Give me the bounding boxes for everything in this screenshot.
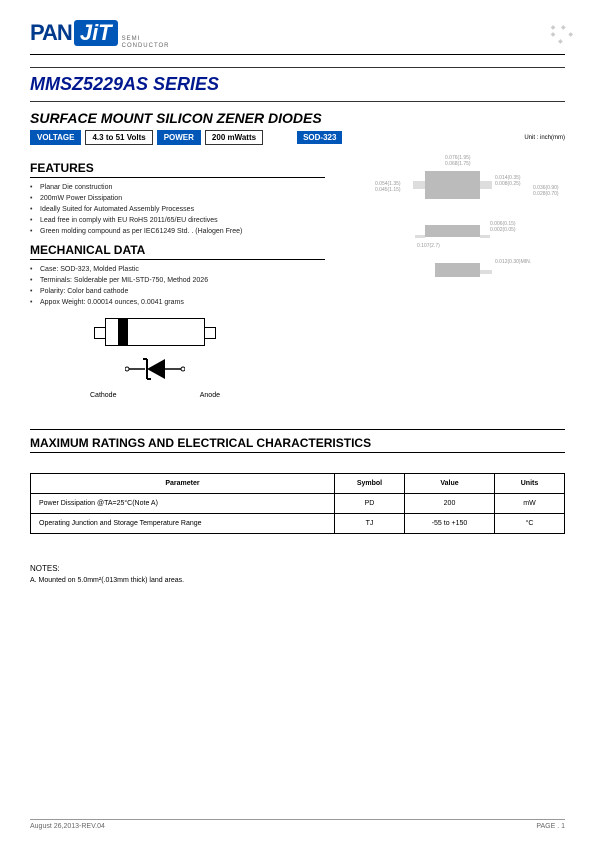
table-row: Power Dissipation @TA=25°C(Note A) PD 20… <box>31 494 565 514</box>
dim-label: 0.068(1.75) <box>445 161 471 167</box>
cell-value: 200 <box>405 494 495 514</box>
features-list: Planar Die construction 200mW Power Diss… <box>30 184 325 235</box>
page-footer: August 26,2013-REV.04 PAGE . 1 <box>30 819 565 830</box>
feature-item: Green molding compound as per IEC61249 S… <box>30 228 325 235</box>
feature-item: Ideally Suited for Automated Assembly Pr… <box>30 206 325 213</box>
col-units: Units <box>495 474 565 494</box>
unit-note: Unit : inch(mm) <box>524 135 565 141</box>
ratings-table: Parameter Symbol Value Units Power Dissi… <box>30 473 565 534</box>
package-chip: SOD-323 <box>297 131 342 144</box>
dim-label: 0.028(0.70) <box>533 191 559 197</box>
mechanical-item: Terminals: Solderable per MIL-STD-750, M… <box>30 277 325 284</box>
zener-schematic-icon <box>125 354 185 384</box>
pkg-side-body <box>425 225 480 237</box>
pkg-top-lead <box>480 181 492 189</box>
dim-label: 0.012(0.30)MIN. <box>495 259 531 265</box>
lead-left <box>94 327 106 339</box>
ratings-heading: MAXIMUM RATINGS AND ELECTRICAL CHARACTER… <box>30 429 565 453</box>
cathode-label: Cathode <box>90 392 116 399</box>
features-heading: FEATURES <box>30 161 325 178</box>
logo-pan: PAN <box>30 20 72 46</box>
footer-page: PAGE . 1 <box>536 823 565 830</box>
pkg-bottom-body <box>435 263 480 277</box>
dim-label: 0.045(1.15) <box>375 187 401 193</box>
mechanical-heading: MECHANICAL DATA <box>30 243 325 260</box>
voltage-value: 4.3 to 51 Volts <box>85 130 152 145</box>
dim-label: 0.002(0.05) <box>490 227 516 233</box>
pkg-bottom-lead <box>480 270 492 274</box>
pkg-side-lead <box>415 235 425 238</box>
subtitle: SURFACE MOUNT SILICON ZENER DIODES <box>30 110 565 126</box>
pkg-top-body <box>425 171 480 199</box>
notes-section: NOTES: A. Mounted on 5.0mm²(.013mm thick… <box>30 564 565 584</box>
pin-labels: Cathode Anode <box>90 392 220 399</box>
mechanical-item: Polarity: Color band cathode <box>30 288 325 295</box>
logo-subtitle: SEMI CONDUCTOR <box>122 36 170 50</box>
spec-row: VOLTAGE 4.3 to 51 Volts POWER 200 mWatts… <box>30 130 565 145</box>
cell-units: °C <box>495 514 565 534</box>
package-diagram: 0.076(1.95) 0.068(1.75) 0.054(1.35) 0.04… <box>345 153 565 303</box>
feature-item: Lead free in comply with EU RoHS 2011/65… <box>30 217 325 224</box>
anode-label: Anode <box>200 392 220 399</box>
cathode-band <box>118 319 128 345</box>
brand-logo: PAN JiT SEMI CONDUCTOR <box>30 20 565 50</box>
decorative-dots: ◆ ◆◆ ◆ ◆ <box>551 25 575 47</box>
table-row: Operating Junction and Storage Temperatu… <box>31 514 565 534</box>
pkg-top-lead <box>413 181 425 189</box>
mechanical-list: Case: SOD-323, Molded Plastic Terminals:… <box>30 266 325 306</box>
cell-value: -55 to +150 <box>405 514 495 534</box>
cell-units: mW <box>495 494 565 514</box>
feature-item: 200mW Power Dissipation <box>30 195 325 202</box>
smd-outline <box>105 318 205 346</box>
mechanical-item: Appox Weight: 0.00014 ounces, 0.0041 gra… <box>30 299 325 306</box>
logo-jit: JiT <box>74 20 118 46</box>
col-parameter: Parameter <box>31 474 335 494</box>
feature-item: Planar Die construction <box>30 184 325 191</box>
power-chip: POWER <box>157 130 201 145</box>
note-a: A. Mounted on 5.0mm²(.013mm thick) land … <box>30 577 565 584</box>
col-symbol: Symbol <box>335 474 405 494</box>
series-title: MMSZ5229AS SERIES <box>30 67 565 102</box>
footer-date: August 26,2013-REV.04 <box>30 823 105 830</box>
component-symbol: Cathode Anode <box>90 318 220 399</box>
cell-symbol: TJ <box>335 514 405 534</box>
pkg-side-lead <box>480 235 490 238</box>
dim-label: 0.008(0.25) <box>495 181 521 187</box>
col-value: Value <box>405 474 495 494</box>
mechanical-item: Case: SOD-323, Molded Plastic <box>30 266 325 273</box>
lead-right <box>204 327 216 339</box>
cell-symbol: PD <box>335 494 405 514</box>
power-value: 200 mWatts <box>205 130 263 145</box>
dim-label: 0.107(2.7) <box>417 243 440 249</box>
notes-heading: NOTES: <box>30 564 565 573</box>
cell-param: Power Dissipation @TA=25°C(Note A) <box>31 494 335 514</box>
cell-param: Operating Junction and Storage Temperatu… <box>31 514 335 534</box>
voltage-chip: VOLTAGE <box>30 130 81 145</box>
header-rule <box>30 54 565 55</box>
